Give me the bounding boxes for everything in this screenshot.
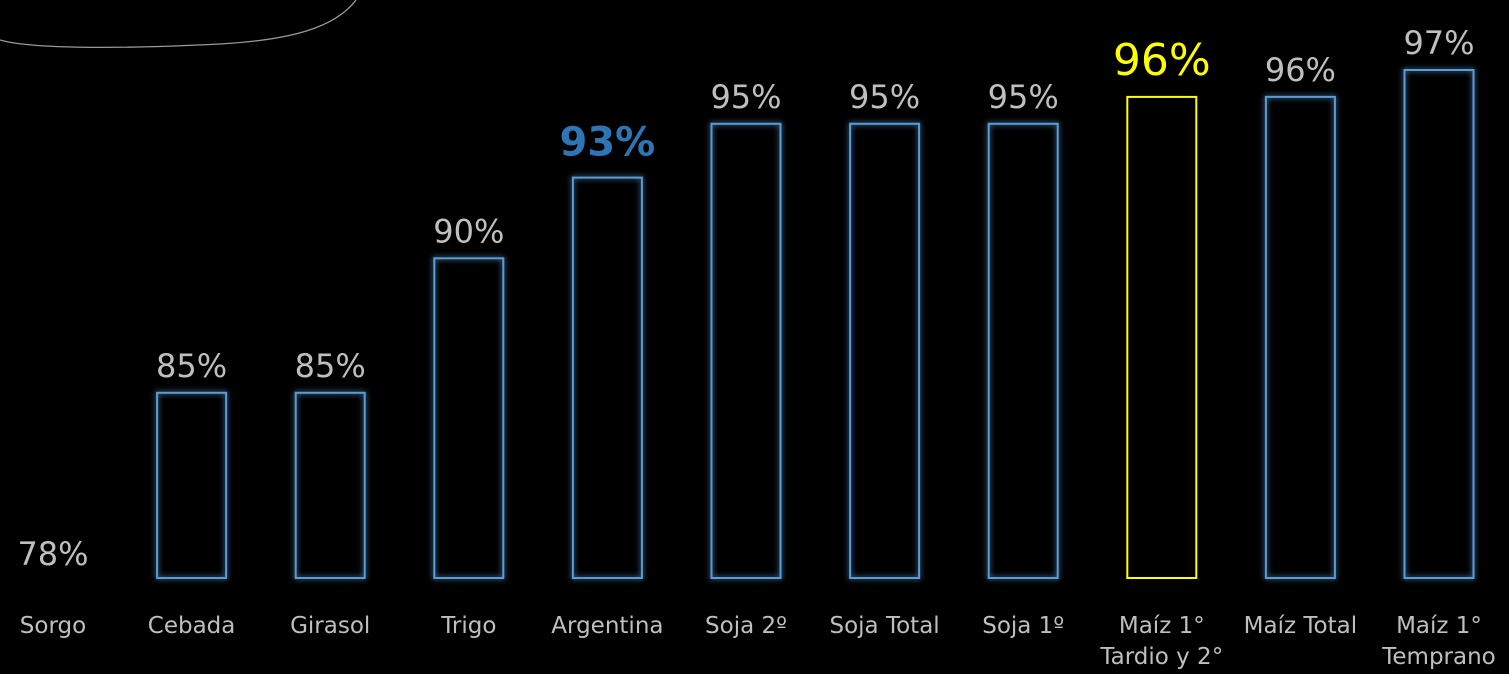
value-label: 96%: [1113, 35, 1211, 86]
category-label: Soja 1º: [982, 613, 1064, 639]
value-label: 90%: [433, 212, 504, 250]
bar-soja-1-: [987, 122, 1059, 580]
bar-ma-z-1-tardio-y-2-: [1126, 95, 1198, 580]
value-label: 96%: [1265, 51, 1336, 89]
value-label: 95%: [988, 78, 1059, 116]
bar-ma-z-1-temprano: [1403, 69, 1475, 579]
bar-girasol: [294, 391, 366, 579]
value-label: 95%: [849, 78, 920, 116]
value-label: 78%: [17, 535, 88, 573]
bar-trigo: [433, 257, 505, 579]
bar-ma-z-total: [1264, 95, 1336, 580]
category-label: Cebada: [148, 613, 236, 639]
value-label: 93%: [560, 120, 656, 166]
category-label: Argentina: [551, 613, 663, 639]
bars-layer: 78% Sorgo 85% Cebada 85% Girasol 90% Trigo 93% Ar…: [17, 24, 1495, 670]
category-label: Maíz 1°: [1396, 613, 1482, 639]
bar-cebada: [156, 391, 228, 579]
value-label: 85%: [295, 347, 366, 385]
bar-soja-2-: [710, 122, 782, 580]
decorative-curve: [0, 0, 357, 48]
category-label: Trigo: [440, 613, 496, 639]
category-label: Sorgo: [20, 613, 86, 639]
category-label: Girasol: [290, 613, 370, 639]
category-label: Maíz 1°: [1119, 613, 1205, 639]
bar-argentina: [571, 176, 643, 579]
value-label: 97%: [1403, 24, 1474, 62]
category-label: Soja Total: [830, 613, 940, 639]
value-label: 85%: [156, 347, 227, 385]
bar-soja-total: [849, 122, 921, 580]
category-label: Soja 2º: [705, 613, 787, 639]
category-label: Maíz Total: [1244, 613, 1357, 639]
value-label: 95%: [710, 78, 781, 116]
category-label: Tardio y 2°: [1099, 644, 1223, 670]
category-label: Temprano: [1381, 644, 1496, 670]
